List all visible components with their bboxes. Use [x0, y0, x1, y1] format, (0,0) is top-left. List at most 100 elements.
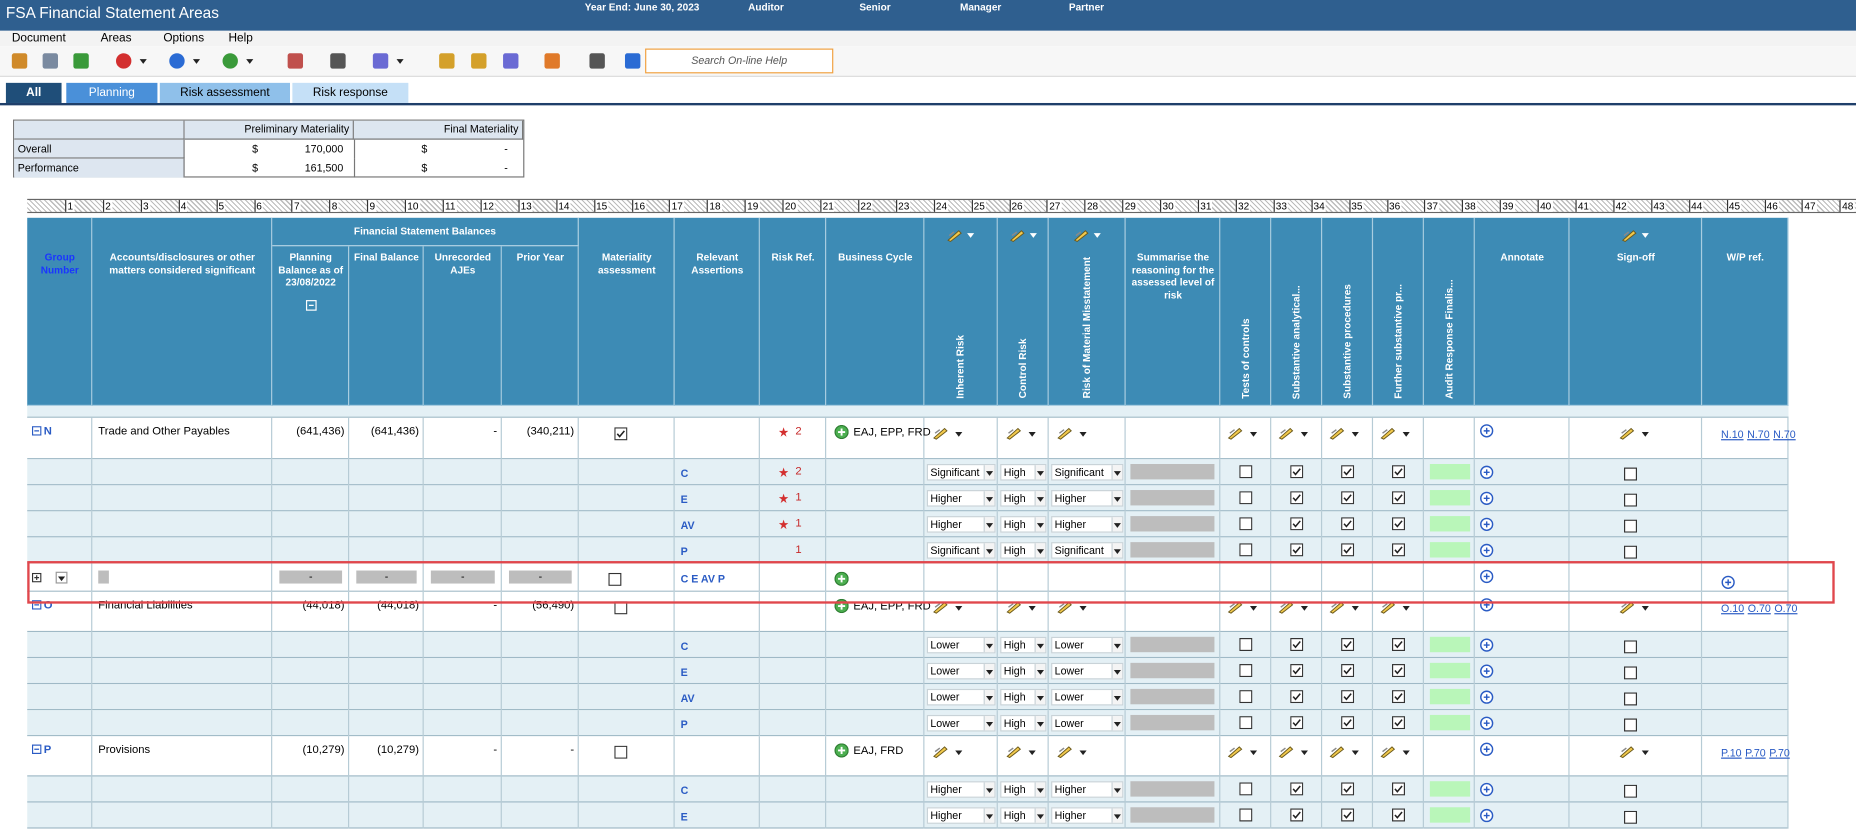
dropdown-arrow[interactable]	[985, 814, 994, 820]
dropdown-arrow[interactable]	[955, 606, 963, 611]
wp-link[interactable]: P.10	[1721, 746, 1742, 759]
dropdown-arrow[interactable]	[985, 549, 994, 554]
dropdown-arrow[interactable]	[1036, 669, 1044, 675]
dropdown-arrow[interactable]	[1036, 497, 1044, 502]
tab[interactable]: Risk assessment	[159, 82, 290, 103]
dropdown-arrow[interactable]	[985, 695, 994, 701]
dropdown-arrow[interactable]	[1641, 606, 1649, 611]
risk-select[interactable]: High	[1000, 688, 1047, 706]
wp-link[interactable]: N.70	[1747, 428, 1770, 441]
dropdown-arrow[interactable]	[1641, 432, 1649, 437]
risk-select[interactable]: Lower	[926, 636, 996, 654]
dropdown-arrow[interactable]	[985, 471, 994, 476]
dropdown-arrow[interactable]	[1249, 432, 1258, 437]
risk-select[interactable]: Lower	[1051, 688, 1124, 706]
toolbar-button[interactable]	[73, 53, 89, 69]
search-box[interactable]: Search On-line Help	[645, 48, 834, 74]
dropdown-arrow[interactable]	[985, 643, 994, 649]
tab[interactable]: All	[5, 82, 62, 103]
dropdown-arrow[interactable]	[1300, 432, 1308, 437]
risk-select[interactable]: High	[1000, 714, 1047, 732]
dropdown-arrow[interactable]	[985, 497, 994, 502]
dropdown-arrow[interactable]	[57, 576, 66, 582]
dropdown-arrow[interactable]	[1036, 814, 1044, 820]
dropdown-arrow[interactable]	[1351, 750, 1359, 756]
dropdown-arrow[interactable]	[1113, 471, 1121, 476]
dropdown-arrow[interactable]	[1028, 750, 1036, 756]
wp-link[interactable]: N.70	[1773, 428, 1796, 441]
dropdown-arrow[interactable]	[1402, 432, 1410, 437]
risk-select[interactable]: High	[1000, 781, 1047, 798]
dropdown-arrow[interactable]	[1113, 788, 1121, 794]
dropdown-arrow[interactable]	[1402, 750, 1410, 756]
toolbar-button[interactable]	[42, 53, 58, 69]
dropdown-arrow[interactable]	[955, 750, 963, 756]
dropdown-arrow[interactable]	[967, 233, 975, 238]
tab[interactable]: Planning	[66, 82, 158, 103]
risk-select[interactable]: Lower	[926, 714, 996, 732]
dropdown-arrow[interactable]	[246, 59, 254, 64]
toolbar-button[interactable]	[624, 53, 641, 69]
risk-select[interactable]: Higher	[926, 781, 996, 798]
dropdown-arrow[interactable]	[1079, 606, 1087, 611]
risk-select[interactable]: High	[1000, 662, 1047, 680]
dropdown-arrow[interactable]	[1036, 788, 1044, 794]
toolbar-button[interactable]	[169, 53, 185, 69]
risk-select[interactable]: High	[1000, 636, 1047, 654]
dropdown-arrow[interactable]	[985, 523, 994, 528]
dropdown-arrow[interactable]	[192, 59, 201, 64]
risk-select[interactable]: Higher	[1051, 490, 1124, 507]
risk-select[interactable]: High	[1000, 516, 1047, 533]
dropdown-arrow[interactable]	[1036, 695, 1044, 701]
dropdown-arrow[interactable]	[1249, 606, 1258, 611]
dropdown-arrow[interactable]	[985, 788, 994, 794]
dropdown-arrow[interactable]	[1113, 523, 1121, 528]
risk-select[interactable]: High	[1000, 463, 1047, 481]
dropdown-arrow[interactable]	[1113, 643, 1121, 649]
dropdown-arrow[interactable]	[955, 432, 963, 437]
dropdown-arrow[interactable]	[1351, 432, 1359, 437]
dropdown-arrow[interactable]	[1300, 606, 1308, 611]
toolbar-button[interactable]	[544, 53, 560, 69]
risk-select[interactable]: High	[1000, 542, 1047, 559]
dropdown-arrow[interactable]	[1079, 432, 1087, 437]
risk-select[interactable]: Lower	[1051, 714, 1124, 732]
risk-select[interactable]: High	[1000, 490, 1047, 507]
risk-select[interactable]: Higher	[1051, 807, 1124, 824]
dropdown-arrow[interactable]	[1036, 722, 1044, 727]
risk-select[interactable]: Higher	[1051, 516, 1124, 533]
toolbar-button[interactable]	[115, 53, 132, 69]
dropdown-arrow[interactable]	[1079, 750, 1087, 756]
dropdown-arrow[interactable]	[1113, 695, 1121, 701]
wp-link[interactable]: N.10	[1721, 428, 1744, 441]
dropdown-arrow[interactable]	[1249, 750, 1258, 756]
risk-select[interactable]: Lower	[1051, 636, 1124, 654]
dropdown-arrow[interactable]	[139, 59, 147, 64]
toolbar-button[interactable]	[330, 53, 346, 69]
wp-link[interactable]: P.70	[1769, 746, 1790, 759]
toolbar-button[interactable]	[287, 53, 304, 69]
wp-link[interactable]: O.70	[1747, 602, 1771, 615]
risk-select[interactable]: Significant	[1051, 542, 1124, 559]
menu-item[interactable]: Help	[228, 31, 253, 45]
dropdown-arrow[interactable]	[985, 669, 994, 675]
tab[interactable]: Risk response	[292, 82, 409, 103]
dropdown-arrow[interactable]	[1093, 233, 1101, 238]
risk-select[interactable]: Higher	[1051, 781, 1124, 798]
dropdown-arrow[interactable]	[1300, 750, 1308, 756]
dropdown-arrow[interactable]	[1036, 549, 1044, 554]
risk-select[interactable]: High	[1000, 807, 1047, 824]
menu-item[interactable]: Options	[163, 31, 205, 45]
dropdown-arrow[interactable]	[1113, 722, 1121, 727]
menu-item[interactable]: Document	[11, 31, 66, 45]
dropdown-arrow[interactable]	[1036, 523, 1044, 528]
toolbar-button[interactable]	[471, 53, 487, 69]
dropdown-arrow[interactable]	[1029, 233, 1037, 238]
wp-link[interactable]: P.70	[1745, 746, 1766, 759]
dropdown-arrow[interactable]	[1113, 814, 1121, 820]
risk-select[interactable]: Significant	[926, 463, 996, 481]
risk-select[interactable]: Lower	[1051, 662, 1124, 680]
dropdown-arrow[interactable]	[1028, 606, 1036, 611]
dropdown-arrow[interactable]	[1036, 643, 1044, 649]
dropdown-arrow[interactable]	[1028, 432, 1036, 437]
